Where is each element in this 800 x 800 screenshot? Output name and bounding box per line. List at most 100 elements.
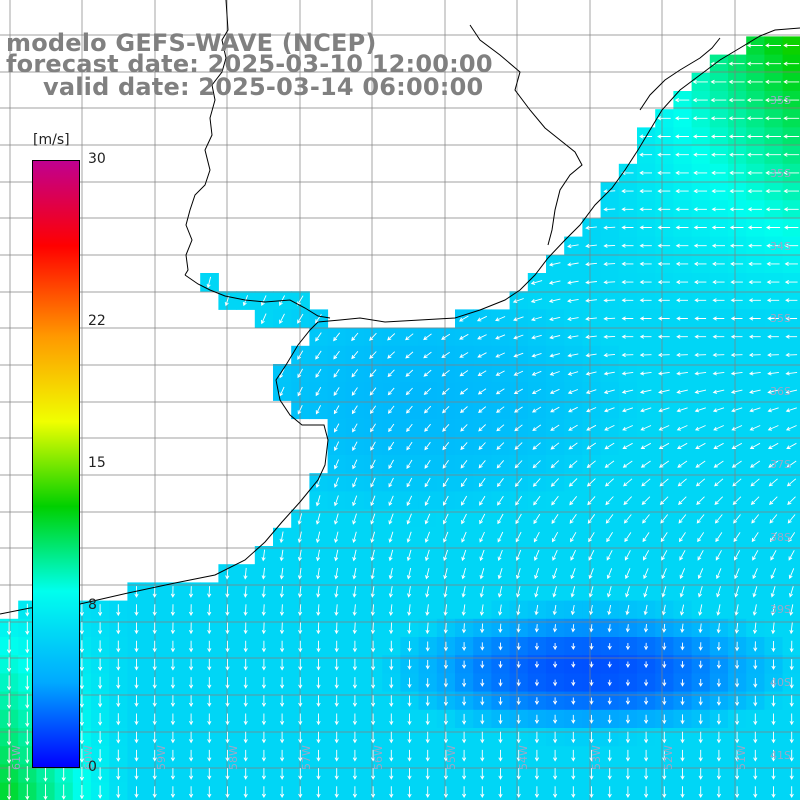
wind-arrow <box>388 567 393 580</box>
wind-arrow <box>371 640 376 653</box>
wind-arrow <box>515 568 521 580</box>
wind-arrow <box>170 768 175 780</box>
wind-arrow <box>316 567 321 580</box>
wind-arrow <box>692 98 708 103</box>
longitude-label: 51W <box>735 745 748 770</box>
wind-arrow <box>783 189 799 194</box>
wind-arrow <box>585 298 597 303</box>
wind-arrow <box>189 658 194 671</box>
wind-arrow <box>570 550 577 561</box>
wind-arrow <box>734 604 739 616</box>
wind-arrow <box>715 550 722 561</box>
wind-arrow <box>316 658 321 671</box>
wind-arrow <box>425 749 430 762</box>
wind-arrow <box>716 731 721 744</box>
wind-arrow <box>134 713 139 726</box>
wind-arrow <box>423 351 432 359</box>
wind-arrow <box>497 586 503 598</box>
wind-arrow <box>534 786 539 799</box>
wind-arrow <box>297 513 303 525</box>
wind-arrow <box>405 387 413 396</box>
wind-arrow <box>477 370 487 376</box>
wind-arrow <box>261 658 266 671</box>
wind-arrow <box>406 459 413 470</box>
wind-arrow <box>644 642 649 651</box>
wind-arrow <box>675 261 689 266</box>
wind-arrow <box>79 658 84 672</box>
wind-arrow <box>568 406 578 413</box>
wind-arrow <box>643 586 649 598</box>
wind-arrow <box>334 749 339 762</box>
wind-arrow <box>189 695 194 708</box>
wind-arrow <box>315 368 322 378</box>
wind-arrow <box>261 604 266 617</box>
colorbar-tick-label: 8 <box>88 596 97 613</box>
longitude-label: 60W <box>82 745 95 770</box>
wind-arrow <box>621 261 634 266</box>
wind-arrow <box>605 478 615 487</box>
wind-arrow <box>297 549 302 562</box>
wind-arrow <box>225 622 230 635</box>
wind-arrow <box>549 353 561 358</box>
wind-arrow <box>734 586 740 598</box>
wind-arrow <box>679 604 685 616</box>
wind-arrow <box>98 713 103 726</box>
wind-arrow <box>333 405 340 415</box>
wind-arrow <box>728 61 745 66</box>
wind-arrow <box>731 442 743 449</box>
colorbar-unit: [m/s] <box>33 132 70 148</box>
wind-arrow <box>567 262 579 267</box>
wind-arrow <box>752 550 759 561</box>
wind-arrow <box>716 568 722 580</box>
wind-arrow <box>316 586 321 598</box>
wind-arrow <box>567 371 579 376</box>
wind-arrow <box>530 298 543 304</box>
wind-arrow <box>639 371 652 376</box>
wind-arrow <box>405 351 414 359</box>
wind-arrow <box>480 623 485 634</box>
wind-arrow <box>152 786 157 799</box>
wind-arrow <box>698 623 703 634</box>
wind-arrow <box>516 661 521 669</box>
wind-arrow <box>116 767 121 781</box>
wind-arrow <box>298 768 303 780</box>
wind-arrow <box>279 586 284 598</box>
wind-arrow <box>207 749 212 762</box>
wind-arrow <box>607 749 612 762</box>
wind-arrow <box>621 298 634 303</box>
wind-arrow <box>603 389 615 394</box>
wind-arrow <box>732 478 742 487</box>
wind-arrow <box>589 731 594 744</box>
wind-arrow <box>388 513 394 525</box>
wind-arrow <box>406 549 412 562</box>
wind-arrow <box>407 622 412 635</box>
wind-arrow <box>425 567 430 580</box>
wind-arrow <box>462 768 467 780</box>
wind-arrow <box>496 442 505 450</box>
wind-arrow <box>370 567 375 580</box>
wind-arrow <box>424 531 431 543</box>
wind-arrow <box>478 406 487 413</box>
wind-arrow <box>407 659 412 670</box>
wind-arrow <box>423 369 432 377</box>
wind-arrow <box>316 768 321 780</box>
wind-arrow <box>783 116 800 121</box>
wind-arrow <box>497 549 503 561</box>
wind-arrow <box>716 768 721 780</box>
wind-arrow <box>280 731 285 744</box>
wind-arrow <box>261 731 266 744</box>
wind-arrow <box>621 371 634 376</box>
wind-arrow <box>315 386 322 397</box>
wind-arrow <box>497 567 503 580</box>
wind-arrow <box>642 514 650 524</box>
colorbar <box>32 160 80 768</box>
longitude-label: 56W <box>372 745 385 770</box>
wind-arrow <box>643 568 649 580</box>
wind-arrow <box>134 640 139 653</box>
wind-arrow <box>334 695 339 708</box>
wind-arrow <box>712 407 725 413</box>
wind-arrow <box>693 261 707 266</box>
wind-arrow <box>478 477 486 488</box>
wind-arrow <box>728 79 745 84</box>
wind-arrow <box>640 442 652 449</box>
